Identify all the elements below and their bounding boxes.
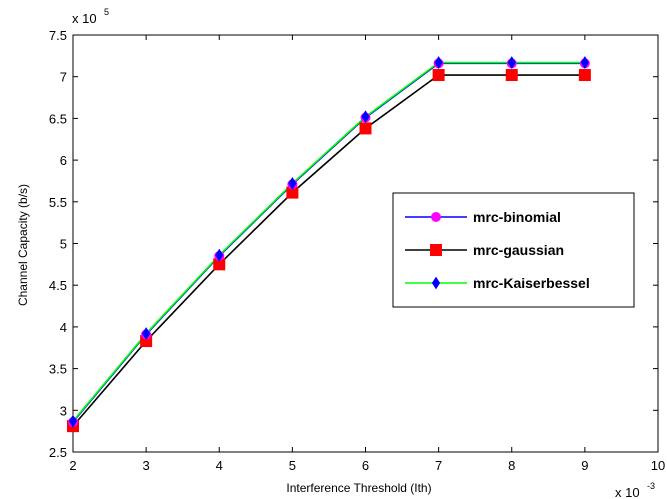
legend-marker-mrc-Kaiserbessel: [431, 276, 441, 290]
data-point-mrc-Kaiserbessel: [142, 327, 151, 341]
y-tick-label: 4.5: [49, 278, 67, 293]
x-tick-label: 3: [143, 458, 150, 473]
data-point-mrc-gaussian: [432, 69, 445, 82]
y-tick-label: 4: [60, 320, 67, 335]
data-point-mrc-gaussian: [505, 69, 518, 82]
x-tick-label: 9: [581, 458, 588, 473]
y-tick-label: 6.5: [49, 111, 67, 126]
y-tick-label: 6: [60, 153, 67, 168]
data-point-mrc-Kaiserbessel: [507, 56, 516, 69]
y-axis-label: Channel Capacity (b/s): [16, 184, 30, 306]
y-tick-label: 2.5: [49, 445, 67, 460]
y-multiplier-base: x 10: [72, 11, 97, 26]
x-axis-label: Interference Threshold (Ith): [286, 481, 431, 495]
legend-marker-mrc-binomial: [431, 212, 441, 222]
series-markers: [67, 56, 591, 433]
y-multiplier-exponent: 5: [104, 7, 109, 17]
x-tick-label: 2: [69, 458, 76, 473]
legend-label-mrc-Kaiserbessel: mrc-Kaiserbessel: [473, 275, 590, 291]
data-point-mrc-Kaiserbessel: [361, 110, 370, 124]
legend: mrc-binomial mrc-gaussian mrc-Kaiserbessel: [392, 192, 635, 308]
legend-marker-mrc-gaussian: [430, 244, 442, 256]
x-multiplier-base: x 10: [615, 485, 640, 499]
y-tick-label: 5.5: [49, 195, 67, 210]
axis-ticks: 2 3 4 5 6 7 8 9 10 2.5 3 3.5 4 4.5 5 5.5 6 6.5 7 7.5: [49, 28, 665, 473]
data-point-mrc-Kaiserbessel: [215, 248, 224, 262]
y-tick-label: 7.5: [49, 28, 67, 43]
x-tick-label: 10: [651, 458, 665, 473]
x-tick-label: 8: [508, 458, 515, 473]
data-point-mrc-Kaiserbessel: [434, 56, 443, 69]
x-tick-label: 4: [216, 458, 223, 473]
data-point-mrc-Kaiserbessel: [68, 414, 78, 428]
y-tick-label: 7: [60, 70, 67, 85]
x-tick-label: 6: [362, 458, 369, 473]
y-tick-label: 3: [60, 403, 67, 418]
legend-label-mrc-gaussian: mrc-gaussian: [473, 242, 564, 258]
x-tick-label: 7: [435, 458, 442, 473]
series-line-mrc-gaussian: [72, 74, 585, 427]
data-point-mrc-Kaiserbessel: [580, 56, 589, 69]
series-line-mrc-Kaiserbessel: [72, 61, 585, 422]
x-tick-label: 5: [289, 458, 296, 473]
data-point-mrc-gaussian: [578, 69, 591, 82]
data-point-mrc-gaussian: [359, 122, 372, 135]
y-tick-label: 3.5: [49, 362, 67, 377]
legend-label-mrc-binomial: mrc-binomial: [473, 209, 561, 225]
x-multiplier-exponent: -3: [647, 481, 655, 491]
series-lines: [72, 61, 585, 427]
data-point-mrc-Kaiserbessel: [288, 177, 297, 190]
y-tick-label: 5: [60, 237, 67, 252]
